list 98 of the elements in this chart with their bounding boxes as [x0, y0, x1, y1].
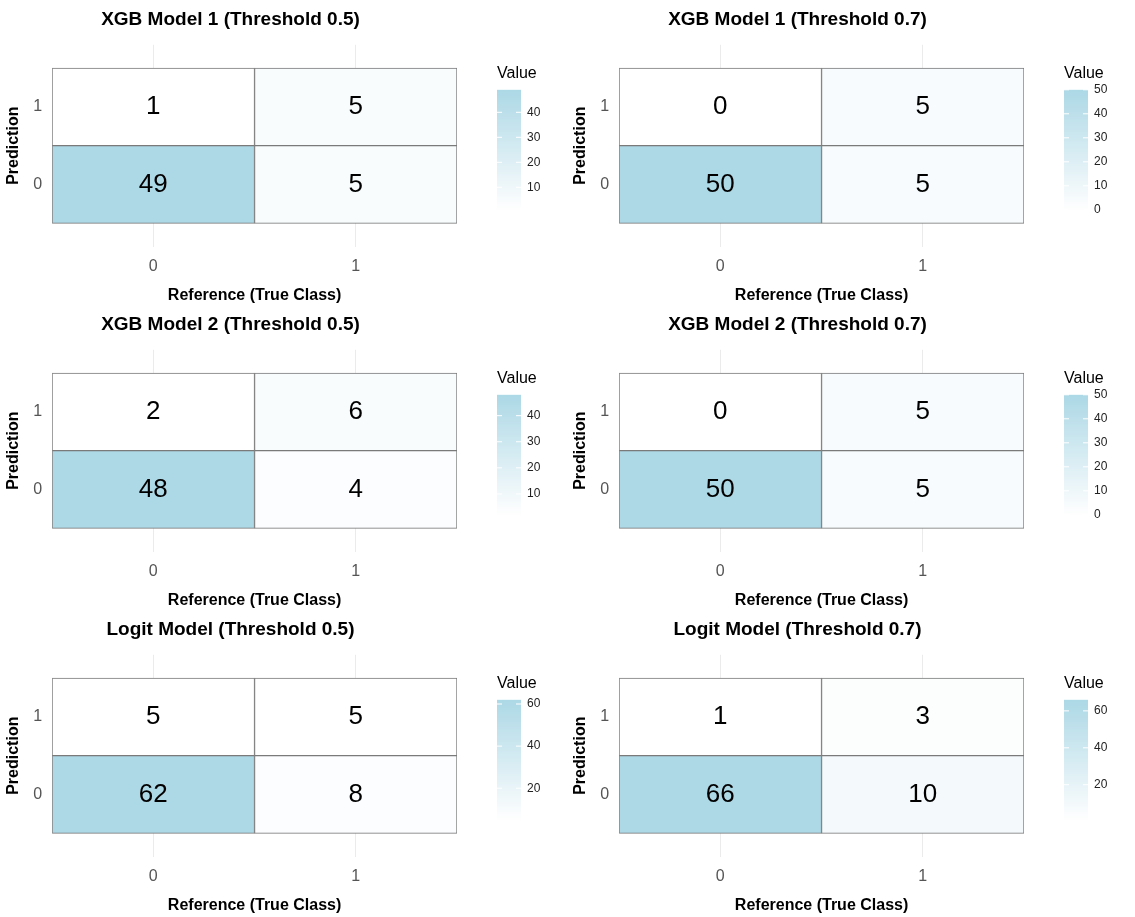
y-tick-label: 0: [33, 479, 43, 497]
color-bar-label: 30: [527, 129, 541, 144]
color-bar-label: 40: [1094, 106, 1108, 121]
y-tick-label: 1: [33, 402, 43, 420]
color-bar-label: 30: [1094, 130, 1108, 145]
color-bar-label: 0: [1094, 202, 1101, 217]
color-bar-label: 10: [527, 486, 541, 501]
y-tick-label: 1: [33, 707, 43, 725]
y-tick-label: 0: [33, 784, 43, 802]
x-axis-title: Reference (True Class): [734, 285, 909, 303]
x-tick-label: 0: [148, 866, 158, 884]
data-label: 10: [908, 777, 938, 808]
data-label: 5: [915, 167, 931, 198]
data-label: 5: [348, 90, 364, 121]
color-bar-label: 30: [527, 434, 541, 449]
data-label: 50: [705, 472, 735, 503]
data-label: 5: [915, 90, 931, 121]
y-axis-title: Prediction: [571, 411, 589, 490]
color-bar-title: Value: [497, 64, 537, 82]
data-label: 0: [713, 90, 728, 121]
x-tick-label: 0: [715, 866, 725, 884]
data-label: 5: [146, 700, 161, 731]
y-tick-label: 1: [600, 707, 610, 725]
color-bar-label: 40: [527, 407, 541, 422]
data-label: 66: [705, 777, 735, 808]
color-bar-label: 20: [527, 460, 541, 475]
x-axis-title: Reference (True Class): [167, 895, 342, 913]
y-axis-title: Prediction: [4, 716, 22, 795]
color-bar-label: 60: [1094, 703, 1108, 718]
color-bar-label: 40: [1094, 740, 1108, 755]
x-axis-title: Reference (True Class): [167, 590, 342, 608]
color-bar-label: 50: [1094, 82, 1108, 97]
x-tick-label: 1: [351, 256, 361, 274]
data-label: 1: [713, 700, 728, 731]
data-label: 2: [146, 395, 161, 426]
x-axis-title: Reference (True Class): [734, 590, 909, 608]
color-bar-label: 10: [1094, 178, 1108, 193]
y-axis-title: Prediction: [571, 106, 589, 185]
x-tick-label: 0: [715, 561, 725, 579]
color-bar-label: 0: [1094, 507, 1101, 522]
y-axis-title: Prediction: [571, 716, 589, 795]
data-label: 5: [348, 167, 364, 198]
chart-title: Logit Model (Threshold 0.7): [673, 617, 922, 639]
color-bar-title: Value: [1064, 674, 1104, 692]
y-axis-title: Prediction: [4, 106, 22, 185]
y-tick-label: 1: [600, 97, 610, 115]
x-tick-label: 0: [148, 561, 158, 579]
chart-title: XGB Model 1 (Threshold 0.5): [101, 7, 360, 29]
chart-title: XGB Model 2 (Threshold 0.7): [668, 312, 927, 334]
color-bar-label: 20: [527, 154, 541, 169]
x-tick-label: 0: [715, 256, 725, 274]
data-label: 1: [146, 90, 161, 121]
y-axis-title: Prediction: [4, 411, 22, 490]
data-label: 0: [713, 395, 728, 426]
data-label: 48: [138, 472, 168, 503]
x-tick-label: 0: [148, 256, 158, 274]
x-tick-label: 1: [351, 866, 361, 884]
color-bar-title: Value: [1064, 369, 1104, 387]
color-bar-label: 20: [1094, 459, 1108, 474]
data-label: 4: [348, 472, 364, 503]
x-tick-label: 1: [918, 866, 928, 884]
chart-title: Logit Model (Threshold 0.5): [106, 617, 355, 639]
color-bar-label: 20: [527, 780, 541, 795]
color-bar-label: 60: [527, 696, 541, 711]
color-bar-label: 20: [1094, 777, 1108, 792]
chart-title: XGB Model 1 (Threshold 0.7): [668, 7, 927, 29]
data-label: 5: [915, 472, 931, 503]
color-bar-title: Value: [497, 674, 537, 692]
chart-title: XGB Model 2 (Threshold 0.5): [101, 312, 360, 334]
y-tick-label: 1: [33, 97, 43, 115]
data-label: 8: [348, 777, 364, 808]
data-label: 3: [915, 700, 931, 731]
y-tick-label: 0: [600, 174, 610, 192]
color-bar-label: 20: [1094, 154, 1108, 169]
color-bar-label: 40: [527, 104, 541, 119]
color-bar-label: 40: [1094, 411, 1108, 426]
color-bar-label: 10: [527, 179, 541, 194]
x-tick-label: 1: [918, 256, 928, 274]
x-tick-label: 1: [918, 561, 928, 579]
data-label: 62: [138, 777, 168, 808]
data-label: 6: [348, 395, 364, 426]
y-tick-label: 0: [600, 479, 610, 497]
color-bar-title: Value: [1064, 64, 1104, 82]
x-axis-title: Reference (True Class): [734, 895, 909, 913]
color-bar-title: Value: [497, 369, 537, 387]
y-tick-label: 0: [33, 174, 43, 192]
data-label: 5: [348, 700, 364, 731]
y-tick-label: 0: [600, 784, 610, 802]
x-axis-title: Reference (True Class): [167, 285, 342, 303]
color-bar-label: 10: [1094, 483, 1108, 498]
data-label: 50: [705, 167, 735, 198]
x-tick-label: 1: [351, 561, 361, 579]
color-bar-label: 50: [1094, 387, 1108, 402]
data-label: 49: [138, 167, 168, 198]
y-tick-label: 1: [600, 402, 610, 420]
data-label: 5: [915, 395, 931, 426]
color-bar-label: 40: [527, 738, 541, 753]
color-bar-label: 30: [1094, 435, 1108, 450]
